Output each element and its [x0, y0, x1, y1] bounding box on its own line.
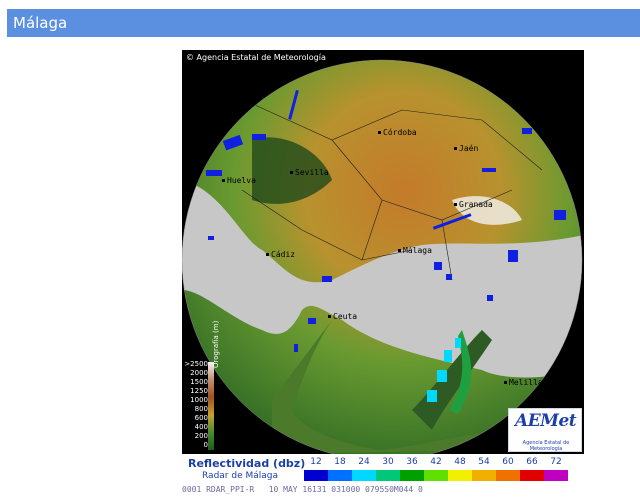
legend-color-swatch [304, 470, 328, 481]
legend-value: 36 [406, 457, 418, 467]
city-label-ceuta: Ceuta [328, 312, 357, 321]
legend-color-swatch [544, 470, 568, 481]
legend-value: 60 [502, 457, 514, 467]
city-label-cordoba: Córdoba [378, 128, 417, 137]
city-label-jaen: Jaén [454, 144, 478, 153]
city-marker-icon [454, 147, 457, 150]
legend-color-swatch [376, 470, 400, 481]
legend-color-scale [304, 470, 568, 481]
legend-color-swatch [352, 470, 376, 481]
sea-area [182, 180, 582, 378]
orography-title: Orografía (m) [212, 320, 220, 368]
aemet-logo-subtitle: Agencia Estatal de Meteorología [522, 440, 570, 452]
orography-scale-ticks: >2500 2000 1500 1250 1000 800 600 400 20… [184, 360, 208, 449]
city-label-granada: Granada [454, 200, 493, 209]
radar-map [182, 50, 584, 454]
city-marker-icon [504, 381, 507, 384]
reflectivity-legend: Reflectividad (dbz) Radar de Málaga 12 18… [182, 454, 584, 484]
legend-value: 72 [550, 457, 562, 467]
city-marker-icon [378, 131, 381, 134]
city-label-huelva: Huelva [222, 176, 256, 185]
city-marker-icon [222, 179, 225, 182]
legend-color-swatch [448, 470, 472, 481]
legend-value: 48 [454, 457, 466, 467]
legend-values: 12 18 24 30 36 42 48 54 60 66 72 [304, 457, 568, 467]
legend-color-swatch [496, 470, 520, 481]
city-label-melilla: Melilla [504, 378, 543, 387]
legend-value: 24 [358, 457, 370, 467]
legend-color-swatch [424, 470, 448, 481]
city-label-malaga: Málaga [398, 246, 432, 255]
legend-color-swatch [520, 470, 544, 481]
legend-value: 30 [382, 457, 394, 467]
city-label-cadiz: Cádiz [266, 250, 295, 259]
orography-color-bar [208, 362, 214, 450]
location-header: Málaga [7, 9, 640, 37]
legend-color-swatch [472, 470, 496, 481]
legend-value: 42 [430, 457, 442, 467]
city-marker-icon [328, 315, 331, 318]
location-title: Málaga [13, 14, 68, 32]
city-label-sevilla: Sevilla [290, 168, 329, 177]
copyright-text: © Agencia Estatal de Meteorología [186, 53, 326, 62]
aemet-logo-text: AEMet [515, 411, 577, 431]
radar-status-line: 0001 RDAR_PPI-R 10 MAY 16131 031000 0795… [182, 484, 584, 496]
legend-value: 66 [526, 457, 538, 467]
legend-color-swatch [328, 470, 352, 481]
legend-title: Reflectividad (dbz) [188, 457, 306, 470]
legend-value: 54 [478, 457, 490, 467]
legend-value: 18 [334, 457, 346, 467]
legend-value: 12 [310, 457, 322, 467]
city-marker-icon [398, 249, 401, 252]
city-marker-icon [266, 253, 269, 256]
city-marker-icon [454, 203, 457, 206]
aemet-logo: AEMet Agencia Estatal de Meteorología [508, 408, 582, 452]
legend-color-swatch [400, 470, 424, 481]
city-marker-icon [290, 171, 293, 174]
radar-image: © Agencia Estatal de Meteorología Córdob… [182, 50, 584, 496]
legend-subtitle: Radar de Málaga [202, 471, 278, 481]
